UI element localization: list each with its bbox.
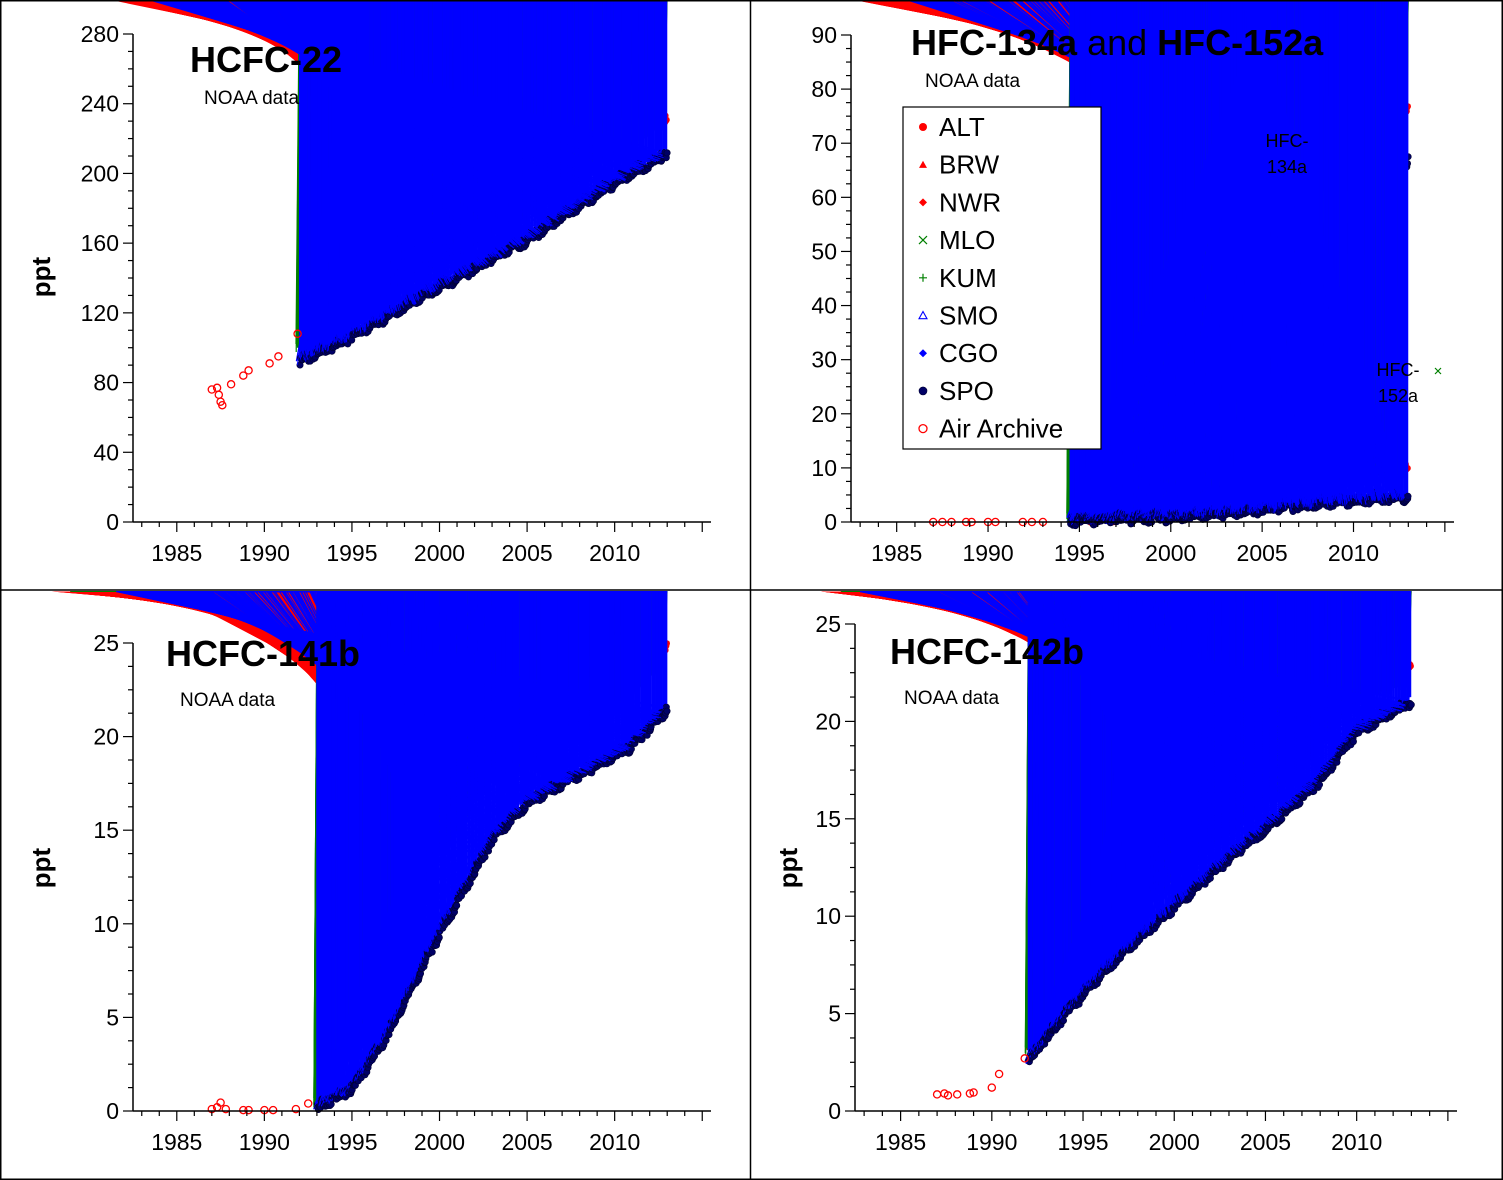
chart-hcfc-22: 1985 1990 1995 2000 2005 20100408012016020024…: [26, 0, 711, 566]
panel-hcfc-22: 1985 1990 1995 2000 2005 2010 0 40 80 120 160 200 24…: [0, 0, 750, 589]
